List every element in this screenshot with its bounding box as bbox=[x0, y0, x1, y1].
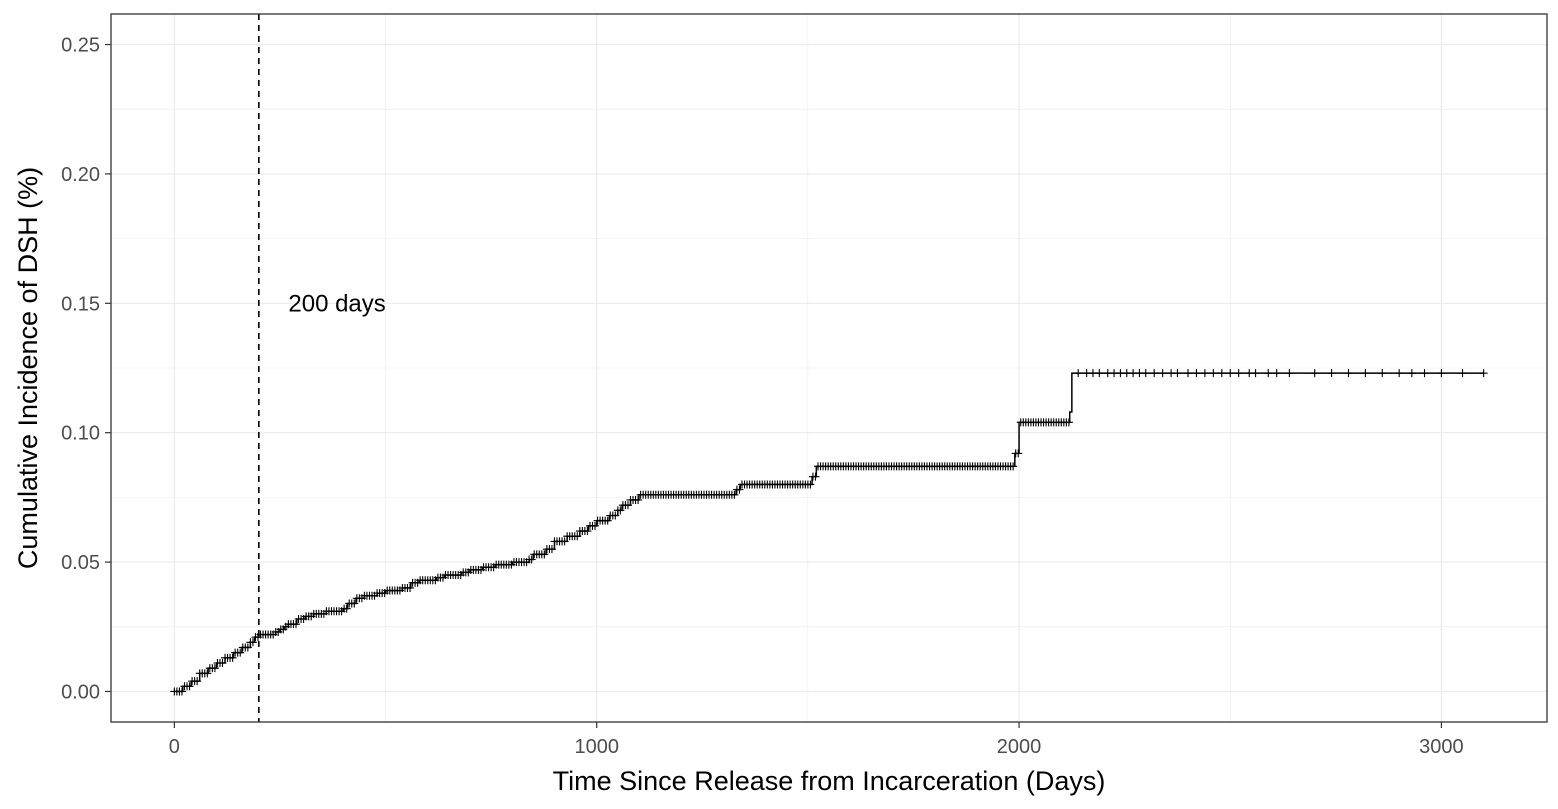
censor-mark bbox=[177, 687, 186, 696]
censor-mark bbox=[1272, 369, 1281, 378]
censor-mark bbox=[1378, 369, 1387, 378]
x-tick-label: 1000 bbox=[574, 736, 619, 758]
y-tick-label: 0.20 bbox=[61, 164, 100, 186]
censor-mark bbox=[1310, 369, 1319, 378]
censor-mark bbox=[1420, 369, 1429, 378]
censor-mark bbox=[1458, 369, 1467, 378]
censor-mark bbox=[547, 545, 556, 554]
censor-mark bbox=[634, 495, 643, 504]
y-tick-label: 0.15 bbox=[61, 293, 100, 315]
censor-mark bbox=[243, 643, 252, 652]
reference-line-label: 200 days bbox=[288, 290, 385, 317]
censor-mark bbox=[291, 620, 300, 629]
censor-mark bbox=[342, 604, 351, 613]
censor-mark bbox=[811, 472, 820, 481]
censor-mark bbox=[540, 550, 549, 559]
curve-layer bbox=[170, 369, 1488, 696]
y-tick-label: 0.05 bbox=[61, 552, 100, 574]
censor-mark bbox=[560, 537, 569, 546]
censor-mark bbox=[228, 653, 237, 662]
censor-mark bbox=[1009, 462, 1018, 471]
panel-border bbox=[110, 13, 1548, 723]
x-tick-label: 3000 bbox=[1419, 736, 1464, 758]
censor-mark bbox=[527, 555, 536, 564]
x-tick-label: 2000 bbox=[997, 736, 1042, 758]
censor-mark bbox=[1150, 369, 1159, 378]
censor-mark bbox=[1234, 369, 1243, 378]
censor-mark bbox=[573, 532, 582, 541]
censor-mark bbox=[1014, 449, 1023, 458]
censor-mark bbox=[623, 501, 632, 510]
censor-mark bbox=[1327, 369, 1336, 378]
censor-mark bbox=[1264, 369, 1273, 378]
grid bbox=[111, 14, 1547, 722]
censor-mark bbox=[1095, 369, 1104, 378]
y-tick-label: 0.10 bbox=[61, 423, 100, 445]
censor-mark bbox=[735, 485, 744, 494]
censor-mark bbox=[1173, 369, 1182, 378]
censor-mark bbox=[583, 527, 592, 536]
censor-mark bbox=[1158, 369, 1167, 378]
censor-mark bbox=[1141, 369, 1150, 378]
censor-mark bbox=[730, 490, 739, 499]
censor-mark bbox=[1184, 369, 1192, 378]
censor-mark bbox=[185, 682, 194, 691]
censor-mark bbox=[350, 599, 359, 608]
censor-mark bbox=[1407, 369, 1416, 378]
y-axis-title: Cumulative Incidence of DSH (%) bbox=[13, 167, 43, 569]
x-tick-label: 0 bbox=[169, 736, 180, 758]
censor-mark bbox=[1395, 369, 1404, 378]
x-axis-title: Time Since Release from Incarceration (D… bbox=[553, 766, 1106, 796]
censor-mark bbox=[1074, 369, 1083, 378]
censor-mark bbox=[1064, 418, 1073, 427]
censor-mark bbox=[611, 511, 620, 520]
censor-mark bbox=[1200, 369, 1209, 378]
censor-mark bbox=[218, 659, 227, 667]
censor-mark bbox=[1285, 369, 1294, 378]
censor-mark bbox=[591, 521, 600, 530]
censor-mark bbox=[1192, 369, 1201, 378]
y-tick-label: 0.25 bbox=[61, 35, 100, 57]
censor-mark bbox=[1209, 369, 1218, 378]
censor-mark bbox=[236, 648, 245, 657]
censor-mark bbox=[1251, 369, 1260, 378]
y-tick-label: 0.00 bbox=[61, 681, 100, 703]
censor-mark bbox=[603, 516, 612, 525]
censor-mark bbox=[248, 638, 257, 647]
censor-mark bbox=[616, 506, 625, 515]
axes: 0 1000 2000 3000 0.00 0.05 0.10 0.15 0.20 0.25 bbox=[61, 35, 1464, 758]
censor-mark bbox=[210, 664, 219, 673]
censor-mark bbox=[1479, 369, 1488, 378]
censor-mark bbox=[806, 480, 815, 489]
censor-mark bbox=[1226, 369, 1235, 378]
censor-mark bbox=[193, 677, 202, 686]
censor-mark bbox=[1217, 369, 1226, 378]
censor-mark bbox=[1437, 369, 1446, 378]
censor-mark bbox=[1361, 369, 1370, 378]
censor-mark bbox=[1344, 369, 1353, 378]
censor-mark bbox=[406, 583, 415, 592]
censor-mark bbox=[203, 669, 212, 678]
